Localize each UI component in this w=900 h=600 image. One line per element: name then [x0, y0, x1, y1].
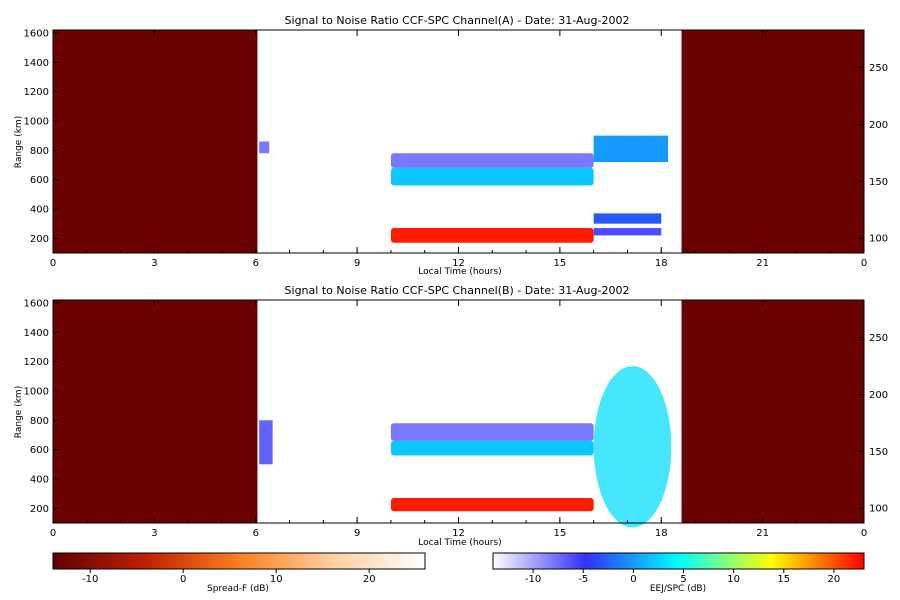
heatmap-region-afternoon-echo-low — [593, 228, 662, 236]
colorbar-tick-label: 15 — [777, 574, 790, 585]
colorbar-tick-label: 0 — [630, 574, 636, 585]
heatmap-region-early-echo — [259, 141, 270, 154]
colorbar-tick-label: 10 — [270, 574, 283, 585]
colorbar-eej-spc-ticks: -10 -5 0 5 10 15 20 — [525, 569, 840, 585]
y-tick-label: 1600 — [24, 298, 49, 309]
panel-b-y2-axis: 100 150 200 250 — [858, 333, 888, 515]
panel-a-xlabel: Local Time (hours) — [418, 267, 501, 277]
y2-tick-label: 200 — [869, 120, 888, 131]
y2-tick-label: 150 — [869, 447, 888, 458]
panel-a-title: Signal to Noise Ratio CCF-SPC Channel(A)… — [285, 14, 630, 27]
heatmap-region-night-block-late — [681, 30, 864, 253]
colorbar-tick-label: 10 — [727, 574, 740, 585]
colorbar-tick-label: -5 — [578, 574, 588, 585]
y-tick-label: 1600 — [24, 28, 49, 39]
y-tick-label: 1000 — [24, 386, 49, 397]
x-tick-label: 18 — [655, 258, 668, 269]
heatmap-region-night-block-late — [681, 300, 864, 523]
colorbar-tick-label: 20 — [828, 574, 841, 585]
heatmap-region-early-echo — [259, 420, 273, 465]
colorbar-spread-f-scale — [52, 552, 426, 570]
heatmap-region-night-block-evening-morning — [53, 30, 258, 253]
y2-tick-label: 250 — [869, 333, 888, 344]
y2-tick-label: 250 — [869, 63, 888, 74]
panel-a-y-axis: 200 400 600 800 1000 1200 1400 1600 — [24, 28, 59, 245]
x-tick-label: 6 — [253, 528, 259, 539]
heatmap-region-eej-mid-band — [390, 167, 594, 186]
x-tick-label: 9 — [354, 528, 360, 539]
heatmap-region-eej-weak-band — [390, 423, 594, 441]
colorbar-tick-label: 0 — [180, 574, 186, 585]
x-tick-label: 0 — [861, 528, 867, 539]
colorbar-tick-label: 5 — [680, 574, 686, 585]
panel-b-y-axis: 200 400 600 800 1000 1200 1400 1600 — [24, 298, 59, 515]
colorbar-eej-spc: -10 -5 0 5 10 15 20 EEJ/SPC (dB) — [492, 552, 865, 594]
x-tick-label: 3 — [151, 528, 157, 539]
x-tick-label: 12 — [452, 528, 465, 539]
y-tick-label: 400 — [30, 204, 49, 215]
y-tick-label: 1200 — [24, 357, 49, 368]
panel-channel-b: Signal to Noise Ratio CCF-SPC Channel(B)… — [14, 284, 888, 548]
colorbar-tick-label: -10 — [525, 574, 541, 585]
heatmap-region-eej-mid-band — [390, 440, 594, 456]
colorbar-tick-label: -10 — [82, 574, 98, 585]
colorbar-spread-f-ticks: -10 0 10 20 — [82, 569, 376, 585]
y-tick-label: 600 — [30, 175, 49, 186]
colorbar-spread-f-label: Spread-F (dB) — [207, 584, 269, 594]
heatmap-region-eej-strong-band — [390, 228, 594, 243]
y-tick-label: 200 — [30, 504, 49, 515]
x-tick-label: 0 — [50, 528, 56, 539]
y-tick-label: 400 — [30, 474, 49, 485]
y2-tick-label: 150 — [869, 177, 888, 188]
y-tick-label: 1400 — [24, 58, 49, 69]
y-tick-label: 800 — [30, 146, 49, 157]
x-tick-label: 21 — [756, 528, 769, 539]
colorbar-eej-spc-scale — [492, 552, 865, 570]
panel-a-x-axis: 0 3 6 9 12 15 18 21 0 — [50, 30, 867, 269]
heatmap-region-afternoon-plume — [593, 366, 672, 528]
heatmap-region-afternoon-echo-mid — [593, 213, 662, 224]
panel-channel-a: Signal to Noise Ratio CCF-SPC Channel(A)… — [14, 14, 888, 277]
heatmap-region-night-block-evening-morning — [53, 300, 258, 523]
x-tick-label: 15 — [554, 528, 567, 539]
x-tick-label: 0 — [861, 258, 867, 269]
panel-b-xlabel: Local Time (hours) — [418, 538, 501, 548]
y-tick-label: 1200 — [24, 87, 49, 98]
x-tick-label: 9 — [354, 258, 360, 269]
colorbar-spread-f: -10 0 10 20 Spread-F (dB) — [52, 552, 426, 594]
x-tick-label: 15 — [554, 258, 567, 269]
x-tick-label: 3 — [151, 258, 157, 269]
panel-b-ylabel: Range (km) — [14, 386, 24, 438]
panel-b-title: Signal to Noise Ratio CCF-SPC Channel(B)… — [285, 284, 630, 297]
y2-tick-label: 200 — [869, 390, 888, 401]
panel-a-ylabel: Range (km) — [14, 116, 24, 168]
x-tick-label: 12 — [452, 258, 465, 269]
panel-b-heatmap — [53, 300, 864, 528]
x-tick-label: 18 — [655, 528, 668, 539]
x-tick-label: 0 — [50, 258, 56, 269]
y-tick-label: 1400 — [24, 328, 49, 339]
heatmap-region-eej-weak-band — [390, 153, 594, 168]
y-tick-label: 200 — [30, 234, 49, 245]
heatmap-region-eej-strong-band — [390, 498, 594, 512]
x-tick-label: 6 — [253, 258, 259, 269]
y-tick-label: 600 — [30, 445, 49, 456]
panel-b-x-axis: 0 3 6 9 12 15 18 21 0 — [50, 300, 867, 539]
y2-tick-label: 100 — [869, 504, 888, 515]
panel-a-heatmap — [53, 30, 864, 253]
y2-tick-label: 100 — [869, 234, 888, 245]
colorbar-tick-label: 20 — [363, 574, 376, 585]
panel-a-y2-axis: 100 150 200 250 — [858, 63, 888, 245]
y-tick-label: 800 — [30, 416, 49, 427]
colorbar-eej-spc-label: EEJ/SPC (dB) — [650, 584, 706, 594]
y-tick-label: 1000 — [24, 116, 49, 127]
heatmap-region-afternoon-echo-upper — [593, 135, 669, 163]
x-tick-label: 21 — [756, 258, 769, 269]
